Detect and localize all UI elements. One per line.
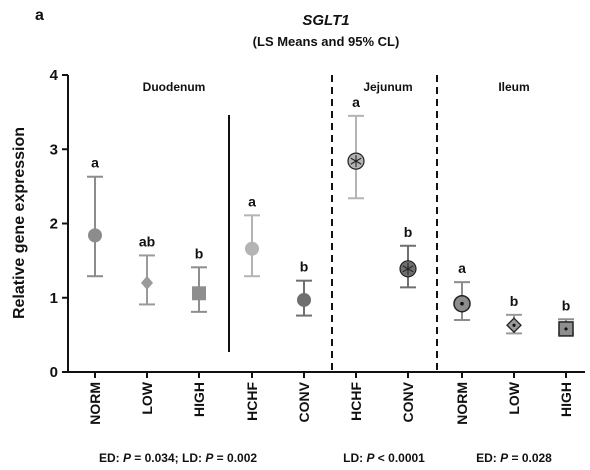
panel-label: a	[35, 7, 44, 24]
y-tick-label: 4	[50, 67, 59, 84]
y-axis-label: Relative gene expression	[11, 127, 28, 319]
x-tick-label: NORM	[454, 382, 470, 425]
footnote-segment: ED:	[476, 451, 500, 465]
marker-center-dot	[512, 323, 516, 327]
significance-letter: a	[248, 193, 256, 209]
x-tick-label: HCHF	[244, 382, 260, 421]
footnote-segment: < 0.0001	[374, 451, 425, 465]
marker-asterisk-stroke	[402, 265, 414, 273]
significance-letter: ab	[139, 233, 155, 249]
statistics-footnote: LD: P < 0.0001	[343, 451, 425, 465]
footnote-segment: = 0.028	[508, 451, 552, 465]
x-tick-label: LOW	[139, 381, 155, 414]
mean-marker-square	[192, 286, 206, 301]
footnote-segment: P	[123, 451, 132, 465]
significance-letter: a	[458, 260, 466, 276]
marker-asterisk-stroke	[350, 157, 362, 165]
y-tick-label: 2	[50, 216, 58, 233]
x-tick-label: CONV	[296, 381, 312, 422]
x-tick-label: CONV	[400, 381, 416, 422]
footnote-segment: = 0.034; LD:	[131, 451, 205, 465]
x-tick-label: NORM	[87, 382, 103, 425]
significance-letter: b	[300, 259, 309, 275]
footnote-segment: ED:	[99, 451, 123, 465]
x-tick-label: HCHF	[348, 382, 364, 421]
y-tick-label: 1	[50, 290, 58, 307]
mean-marker-circle	[88, 228, 102, 243]
significance-letter: a	[91, 155, 99, 171]
section-label: Jejunum	[363, 80, 412, 94]
chart-title: SGLT1	[302, 12, 349, 29]
marker-center-dot	[564, 327, 568, 331]
x-tick-label: LOW	[506, 381, 522, 414]
y-tick-label: 0	[50, 364, 58, 381]
significance-letter: b	[404, 224, 413, 240]
marker-center-dot	[460, 301, 464, 306]
footnote-segment: P	[366, 451, 375, 465]
footnote-segment: P	[205, 451, 214, 465]
section-label: Ileum	[498, 80, 529, 94]
significance-letter: a	[352, 94, 360, 110]
significance-letter: b	[195, 245, 204, 261]
footnote-segment: = 0.002	[213, 451, 257, 465]
chart-subtitle: (LS Means and 95% CL)	[253, 34, 400, 49]
significance-letter: b	[562, 297, 571, 313]
y-tick-label: 3	[50, 141, 58, 158]
statistics-footnote: ED: P = 0.028	[476, 451, 552, 465]
x-tick-label: HIGH	[191, 382, 207, 417]
section-label: Duodenum	[143, 80, 206, 94]
footnote-segment: P	[500, 451, 509, 465]
statistics-footnote: ED: P = 0.034; LD: P = 0.002	[99, 451, 257, 465]
significance-letter: b	[510, 293, 519, 309]
mean-marker-circle	[245, 241, 259, 256]
footnote-segment: LD:	[343, 451, 366, 465]
x-tick-label: HIGH	[558, 382, 574, 417]
mean-marker-diamond	[141, 275, 153, 290]
mean-marker-circle	[297, 292, 311, 307]
